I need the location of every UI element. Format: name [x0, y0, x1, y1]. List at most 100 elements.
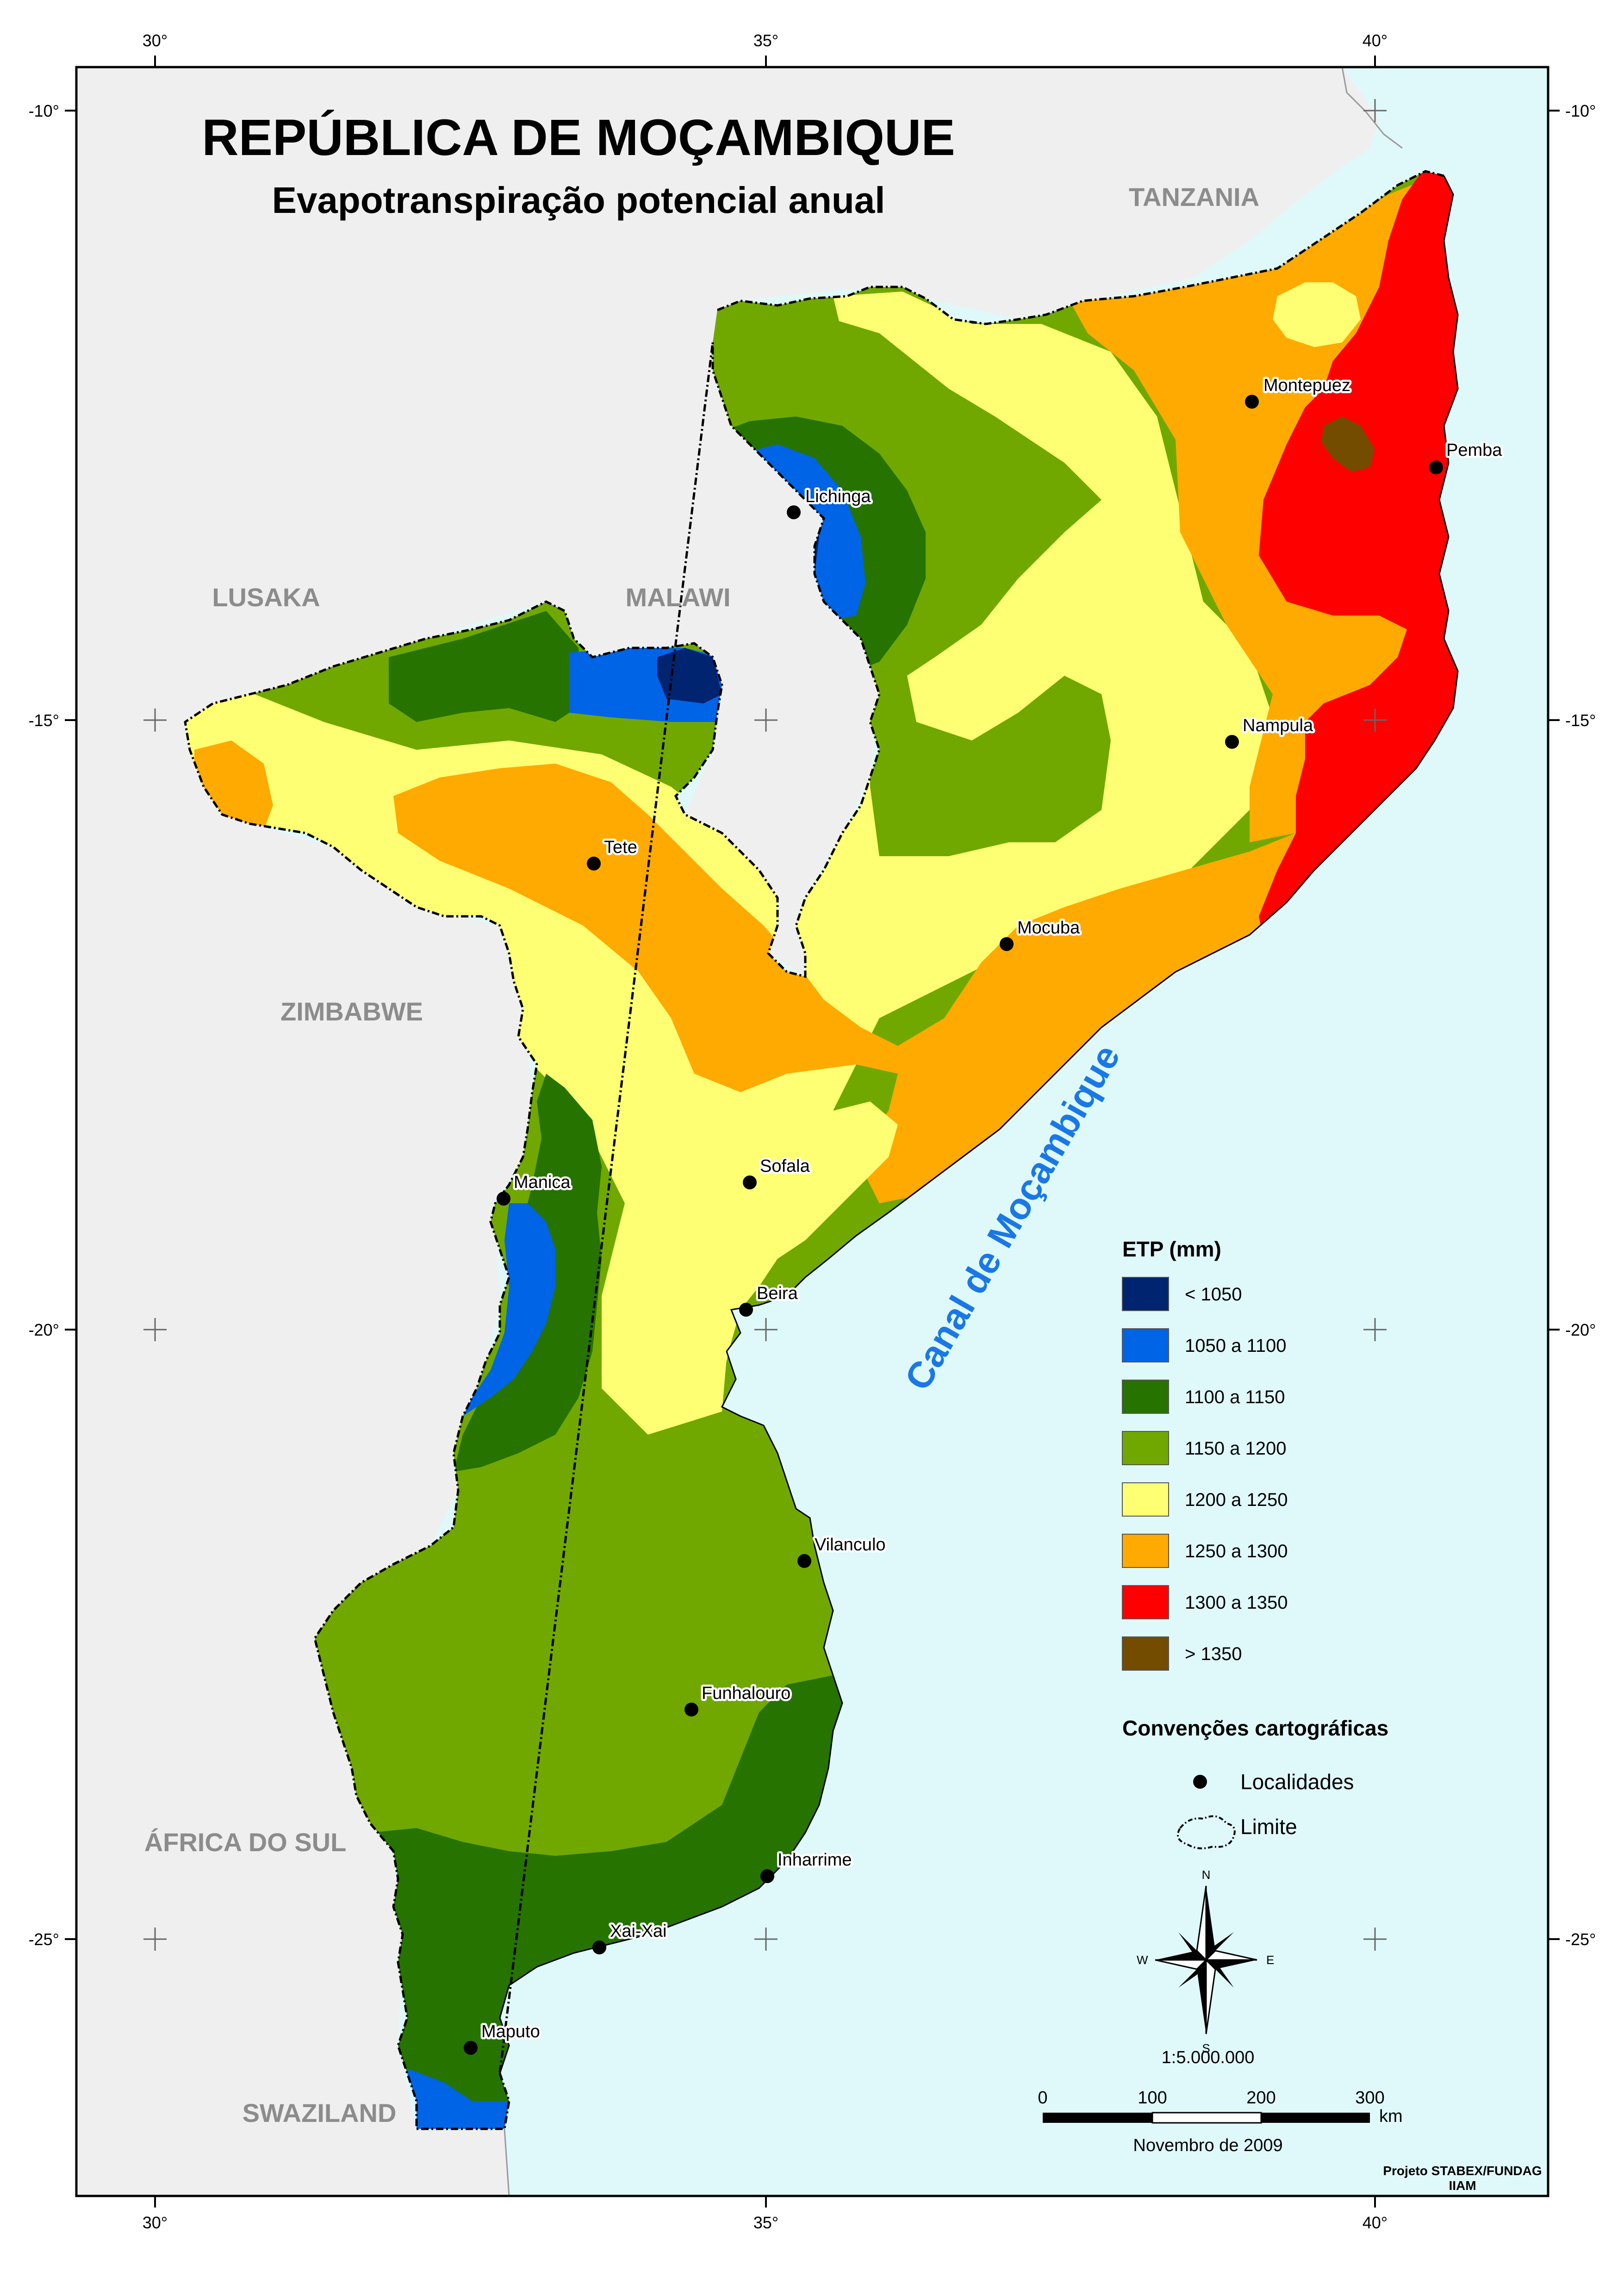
- svg-text:Pemba: Pemba: [1446, 441, 1502, 460]
- compass-s: S: [1202, 2041, 1210, 2055]
- svg-text:Funhalouro: Funhalouro: [702, 1684, 790, 1703]
- lon-label-top-35: 35°: [753, 31, 778, 50]
- svg-text:Beira: Beira: [757, 1284, 798, 1303]
- country-label-swaziland: SWAZILAND: [243, 2098, 397, 2127]
- localities-label: Localidades: [1240, 1770, 1354, 1794]
- compass-w: W: [1137, 1953, 1148, 1967]
- legend-swatch: [1122, 1380, 1169, 1414]
- coastline: [499, 175, 1459, 2074]
- legend-item-1250-1300: 1250 a 1300: [1122, 1534, 1288, 1568]
- legend-swatch: [1122, 1534, 1169, 1568]
- map-frame: [75, 66, 1549, 2197]
- svg-text:Manica: Manica: [514, 1173, 571, 1192]
- grid-crosses: [143, 99, 1387, 1951]
- svg-text:Xai-Xai: Xai-Xai: [610, 1922, 667, 1941]
- svg-text:Maputo: Maputo: [481, 2022, 540, 2041]
- lat-label-left-20: -20°: [29, 1320, 59, 1339]
- locality-tete: Tete: [587, 836, 639, 871]
- credit-line-1: Projeto STABEX/FUNDAG: [1383, 2164, 1542, 2178]
- zone-1100-1150-tete-nw: [389, 611, 583, 722]
- legend-swatch: [1122, 1328, 1169, 1362]
- svg-text:Sofala: Sofala: [760, 1157, 810, 1176]
- legend-item-lt1050: < 1050: [1122, 1277, 1242, 1311]
- map-title: REPÚBLICA DE MOÇAMBIQUE: [202, 109, 955, 166]
- lon-label-bottom-40: 40°: [1363, 2213, 1388, 2232]
- legend-label: 1050 a 1100: [1185, 1336, 1286, 1356]
- locality-inharrime: Inharrime: [760, 1848, 854, 1883]
- zone-1100-1150-inharrime: [731, 1675, 842, 1851]
- legend-swatch: [1122, 1585, 1169, 1619]
- country-label-tanzania: TANZANIA: [1129, 182, 1259, 211]
- locality-xai-xai: Xai-Xai: [592, 1920, 669, 1954]
- grid-labels: 30° 35° 40° 30° 35° 40° -10° -15° -20° -…: [29, 31, 1596, 2232]
- legend-item-gt1350: > 1350: [1122, 1636, 1242, 1671]
- date-text: Novembro de 2009: [1133, 2136, 1282, 2155]
- legend-swatch: [1122, 1482, 1169, 1517]
- locality-vilanculo: Vilanculo: [797, 1533, 888, 1568]
- lat-label-left-25: -25°: [29, 1930, 59, 1949]
- locality-pemba: Pemba: [1429, 439, 1505, 474]
- locality-funhalouro: Funhalouro: [684, 1682, 793, 1717]
- svg-text:200: 200: [1246, 2088, 1276, 2108]
- zone-1100-1150-south: [370, 1675, 856, 2129]
- legend-label: 1300 a 1350: [1185, 1592, 1288, 1613]
- zone-1050-1100-manica: [463, 1203, 555, 1416]
- legend-swatch: [1122, 1277, 1169, 1311]
- conventions-title: Convenções cartográficas: [1122, 1716, 1388, 1740]
- country-label-malawi: MALAWI: [625, 583, 730, 612]
- svg-text:Lichinga: Lichinga: [805, 487, 871, 506]
- lon-label-bottom-35: 35°: [753, 2213, 778, 2232]
- lon-label-top-30: 30°: [143, 31, 168, 50]
- legend: ETP (mm) < 1050 1050 a 1100 1100 a 1150 …: [1122, 1237, 1388, 1849]
- localities: Lichinga Montepuez Pemba Nampula Tete Mo…: [464, 374, 1505, 2055]
- scale-unit: km: [1379, 2107, 1403, 2126]
- svg-text:Montepuez: Montepuez: [1263, 376, 1350, 395]
- legend-label: 1100 a 1150: [1185, 1387, 1285, 1407]
- lat-label-left-10: -10°: [29, 101, 59, 120]
- legend-label: 1150 a 1200: [1185, 1438, 1286, 1459]
- locality-beira: Beira: [739, 1282, 800, 1317]
- zone-gt1350: [1321, 417, 1375, 472]
- boundary-label: Limite: [1240, 1815, 1297, 1839]
- svg-text:Vilanculo: Vilanculo: [815, 1535, 886, 1555]
- country-label-lusaka: LUSAKA: [212, 583, 320, 612]
- locality-montepuez: Montepuez: [1245, 374, 1353, 409]
- legend-item-1050-1100: 1050 a 1100: [1122, 1328, 1286, 1362]
- scale-ratio: 1:5.000.000: [1162, 2048, 1255, 2067]
- scale-bar: 0 100 200 300 km: [1038, 2088, 1402, 2126]
- map-subtitle: Evapotranspiração potencial anual: [272, 180, 885, 221]
- lon-label-top-40: 40°: [1363, 31, 1388, 50]
- legend-label: 1200 a 1250: [1185, 1490, 1288, 1510]
- legend-swatch: [1122, 1431, 1169, 1465]
- locality-maputo: Maputo: [464, 2020, 542, 2055]
- zone-lt1050-tete-nw: [657, 648, 722, 703]
- locality-lichinga: Lichinga: [787, 485, 873, 519]
- lat-label-right-10: -10°: [1565, 101, 1596, 120]
- zone-1200-1250-montepuez: [1273, 282, 1361, 347]
- compass-e: E: [1266, 1953, 1274, 1967]
- legend-title: ETP (mm): [1122, 1237, 1221, 1261]
- locality-nampula: Nampula: [1225, 714, 1315, 749]
- frame-ticks: [65, 56, 1560, 2208]
- legend-label: > 1350: [1185, 1644, 1242, 1664]
- svg-text:Mocuba: Mocuba: [1017, 918, 1080, 938]
- lat-label-right-20: -20°: [1565, 1320, 1596, 1339]
- lon-label-bottom-30: 30°: [143, 2213, 168, 2232]
- compass-rose: N S E W: [1137, 1868, 1274, 2055]
- legend-label: 1250 a 1300: [1185, 1541, 1288, 1561]
- country-label-zimbabwe: ZIMBABWE: [280, 997, 423, 1026]
- locality-symbol: [1193, 1775, 1207, 1789]
- svg-text:0: 0: [1038, 2088, 1047, 2108]
- lat-label-left-15: -15°: [29, 711, 59, 730]
- zone-1200-1250-beira: [629, 1101, 898, 1425]
- legend-item-1150-1200: 1150 a 1200: [1122, 1431, 1286, 1465]
- credit-line-2: IIAM: [1449, 2178, 1476, 2193]
- legend-swatch: [1122, 1636, 1169, 1671]
- svg-text:Inharrime: Inharrime: [778, 1850, 852, 1870]
- compass-n: N: [1202, 1868, 1211, 1882]
- lat-label-right-15: -15°: [1565, 711, 1596, 730]
- svg-text:Nampula: Nampula: [1243, 716, 1313, 735]
- neighbour-land: [76, 67, 1379, 2196]
- legend-item-1200-1250: 1200 a 1250: [1122, 1482, 1288, 1517]
